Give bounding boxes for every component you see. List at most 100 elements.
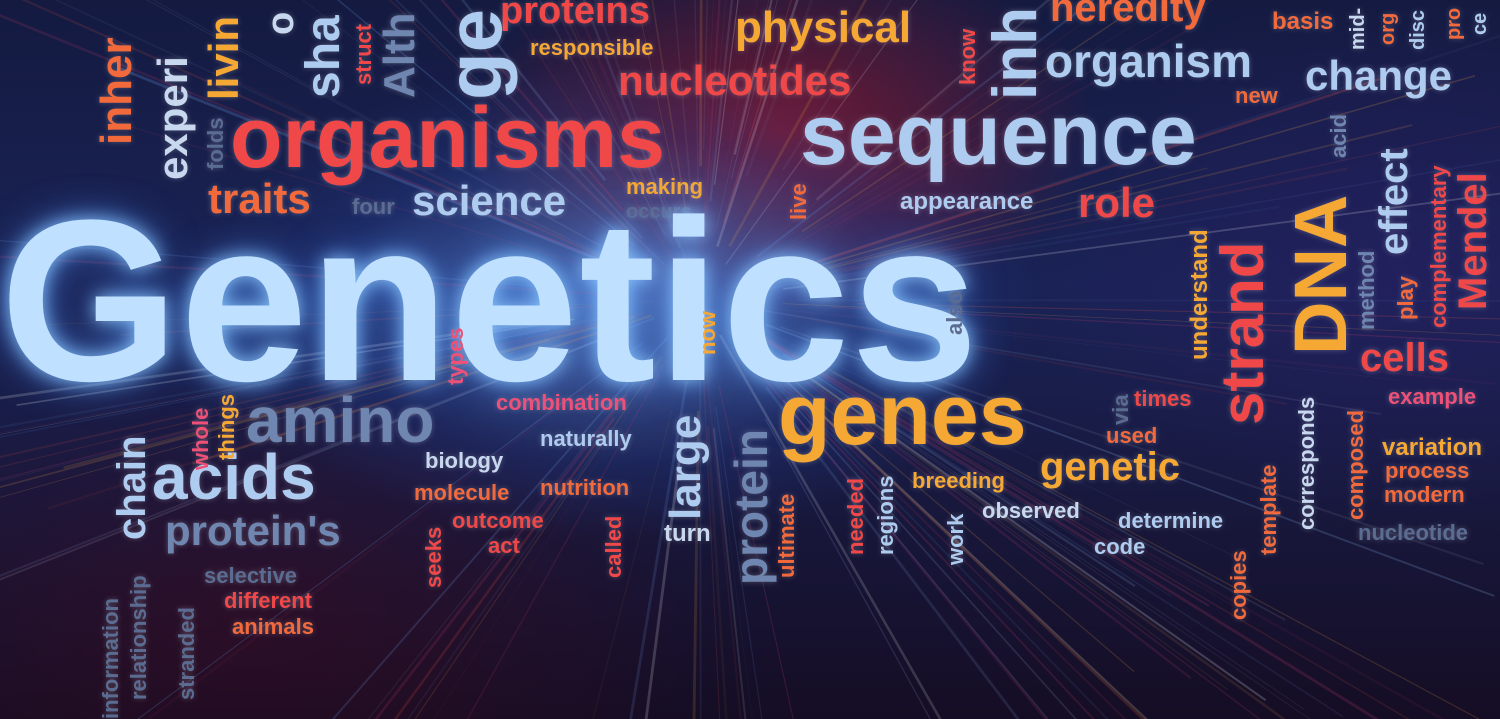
word-effect: effect [1372, 148, 1416, 255]
light-ray [629, 380, 688, 719]
light-ray [47, 327, 613, 510]
light-ray [593, 0, 687, 261]
word-amino: amino [246, 384, 435, 456]
light-ray [832, 125, 1500, 272]
light-ray [433, 344, 673, 719]
light-ray [302, 0, 630, 248]
light-ray [21, 0, 644, 276]
word-determine: determine [1118, 508, 1224, 533]
light-ray [709, 0, 733, 202]
word-called: called [601, 515, 626, 578]
light-ray [120, 67, 610, 265]
light-ray [440, 0, 624, 211]
word-things: things [214, 394, 239, 460]
light-ray [764, 310, 1381, 415]
light-ray [146, 0, 598, 245]
light-ray [151, 0, 630, 262]
word-disc: disc [1407, 9, 1429, 50]
light-ray [699, 357, 702, 719]
word-proteins: proteins [500, 0, 650, 32]
light-ray [807, 376, 1286, 719]
light-ray [418, 0, 644, 239]
word-understand: understand [1186, 229, 1213, 360]
light-ray [761, 0, 1056, 248]
light-ray [718, 385, 794, 719]
light-ray [798, 167, 1208, 275]
light-ray [747, 357, 1048, 719]
light-ray [706, 0, 727, 219]
light-ray [118, 122, 625, 278]
light-ray [644, 430, 685, 719]
word-selective: selective [204, 563, 297, 588]
light-ray [142, 334, 561, 443]
word-times: times [1134, 386, 1192, 411]
light-ray [551, 0, 634, 165]
word-needed: needed [843, 477, 868, 555]
word-science: science [412, 177, 567, 224]
light-ray [766, 323, 1495, 597]
light-ray [146, 386, 586, 719]
word-change: change [1305, 52, 1453, 99]
word-template: template [1256, 464, 1281, 555]
light-ray [714, 0, 739, 185]
light-ray [778, 350, 1344, 718]
light-ray [761, 360, 1127, 719]
light-ray [651, 0, 689, 223]
word-combination: combination [496, 390, 627, 415]
word-different: different [224, 588, 312, 613]
word-nucleotides: nucleotides [618, 57, 852, 104]
light-ray [393, 417, 616, 719]
light-ray [833, 312, 1496, 386]
light-ray [0, 14, 631, 273]
word-appearance: appearance [900, 188, 1034, 215]
light-ray [716, 0, 799, 248]
light-ray [769, 343, 1172, 598]
word-whole: whole [188, 407, 213, 470]
light-ray [562, 0, 649, 187]
light-ray [730, 0, 778, 180]
light-ray [235, 80, 566, 238]
light-ray [715, 406, 763, 719]
light-ray [538, 0, 666, 236]
word-making: making [626, 174, 704, 199]
light-ray [192, 314, 652, 465]
light-ray [374, 393, 629, 719]
light-ray [592, 410, 673, 719]
light-ray [722, 0, 792, 223]
light-ray [791, 361, 1305, 710]
light-ray [761, 306, 1402, 381]
light-ray [782, 353, 1136, 588]
word-complementary: complementary [1426, 165, 1451, 328]
word-occurs: occurs [626, 201, 692, 223]
light-ray [692, 411, 700, 719]
light-ray [809, 124, 1413, 274]
word-turn: turn [664, 520, 711, 547]
word-cells: cells [1360, 336, 1449, 380]
word-example: example [1388, 384, 1477, 409]
light-ray [759, 328, 1248, 563]
word-role: role [1078, 179, 1156, 226]
light-ray [0, 317, 598, 429]
light-ray [509, 0, 624, 179]
light-ray [0, 313, 643, 468]
light-ray [759, 351, 1135, 673]
word-mid: mid- [1347, 7, 1369, 50]
word-live: live [786, 183, 811, 220]
light-ray [0, 317, 564, 400]
word-ge: ge [430, 8, 518, 100]
word-org: org [1377, 12, 1399, 45]
word-basis: basis [1272, 8, 1334, 35]
light-ray [582, 0, 681, 249]
word-responsible: responsible [530, 35, 654, 60]
word-biology: biology [425, 448, 504, 473]
word-observed: observed [982, 498, 1080, 523]
light-ray [702, 0, 709, 150]
light-ray [0, 255, 611, 296]
light-ray [844, 167, 1348, 272]
light-ray [337, 0, 635, 246]
light-ray [63, 315, 635, 470]
word-traits: traits [208, 175, 311, 222]
light-ray [732, 324, 1192, 680]
light-ray [120, 305, 593, 336]
